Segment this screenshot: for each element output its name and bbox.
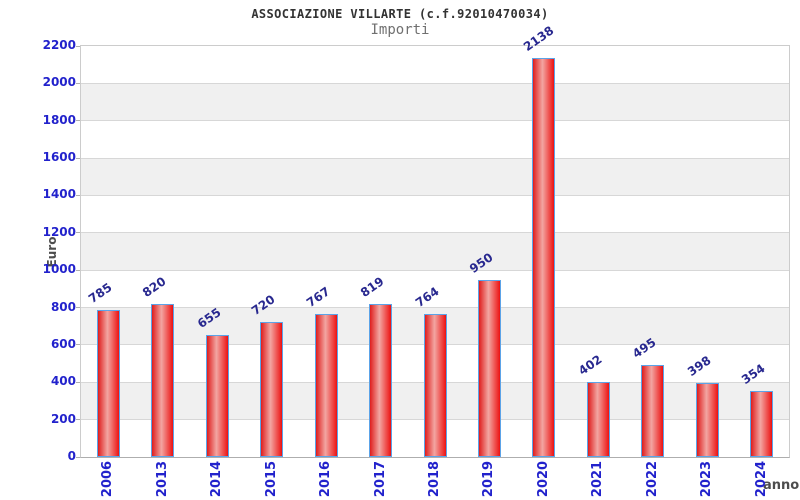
bar-2014 [205,334,229,457]
bar-2020 [532,57,556,457]
bar-value-label: 819 [358,274,387,300]
y-tick-label: 400 [50,374,76,389]
x-tick-label: 2024 [753,460,769,498]
grid-line [81,120,789,122]
y-tick-label: 600 [50,336,76,351]
grid-line [81,194,789,196]
bar-2018 [423,314,447,457]
y-tick-mark [76,232,80,234]
y-tick-label: 2200 [42,38,76,52]
bar-value-label: 398 [684,352,714,379]
bar-value-label: 785 [85,280,115,307]
plot-area: 785 820 655 720 767 819 764 950 2138 402 495 398 354 [80,23,790,458]
x-tick-label: 2017 [372,460,388,498]
bar-2016 [314,313,338,457]
bar-value-label: 402 [575,352,605,378]
y-tick-label: 200 [50,411,76,426]
y-tick-label: 1400 [42,187,76,202]
y-tick-mark [76,456,80,458]
bar-value-label: 720 [249,292,278,319]
bar-value-label: 655 [194,304,224,331]
y-tick-label: 1800 [42,112,76,127]
chart-subtitle: Importi [370,22,430,38]
y-tick-label: 1200 [42,224,76,239]
x-tick-label: 2022 [644,460,660,498]
bar-2024 [750,390,774,457]
x-tick-label: 2019 [481,460,497,498]
bar-value-label: 820 [140,273,169,300]
grid-line [81,269,789,271]
bar-2006 [96,310,120,457]
y-tick-mark [76,381,80,383]
bar-2023 [695,382,719,457]
grid-line [81,157,789,159]
y-tick-mark [76,419,80,421]
y-tick-mark [76,307,80,309]
y-tick-mark [76,120,80,122]
x-tick-label: 2013 [154,460,170,498]
x-tick-label: 2014 [209,460,225,498]
y-tick-mark [76,157,80,159]
bar-2017 [369,303,393,457]
x-tick-label: 2020 [535,460,551,498]
y-tick-label: 800 [50,299,76,314]
y-tick-mark [76,269,80,271]
grid-line [81,82,789,84]
bar-2022 [641,364,665,457]
grid-line [81,232,789,234]
y-tick-mark [76,194,80,196]
y-tick-mark [76,45,80,47]
x-tick-label: 2018 [427,460,442,498]
x-tick-label: 2023 [699,460,715,498]
bar-2015 [260,322,284,457]
x-tick-label: 2015 [263,460,279,498]
x-tick-label: 2016 [318,460,334,498]
x-axis-title: anno [763,478,800,493]
y-tick-label: 2000 [42,75,76,90]
bar-value-label: 950 [466,249,496,276]
chart-title: ASSOCIAZIONE VILLARTE (c.f.92010470034) [251,7,549,21]
x-tick-label: 2021 [590,460,606,498]
bar-value-label: 767 [303,283,333,310]
bar-2013 [151,303,175,457]
y-tick-mark [76,344,80,346]
bar-2019 [477,279,501,457]
y-tick-label: 0 [67,449,76,463]
grid-line [81,307,789,309]
y-tick-label: 1000 [42,262,76,277]
y-tick-label: 1600 [42,150,76,165]
bar-value-label: 354 [739,361,768,387]
x-tick-label: 2006 [100,460,116,498]
bar-2021 [586,381,610,457]
bar-value-label: 495 [630,334,659,361]
y-tick-mark [76,82,80,84]
